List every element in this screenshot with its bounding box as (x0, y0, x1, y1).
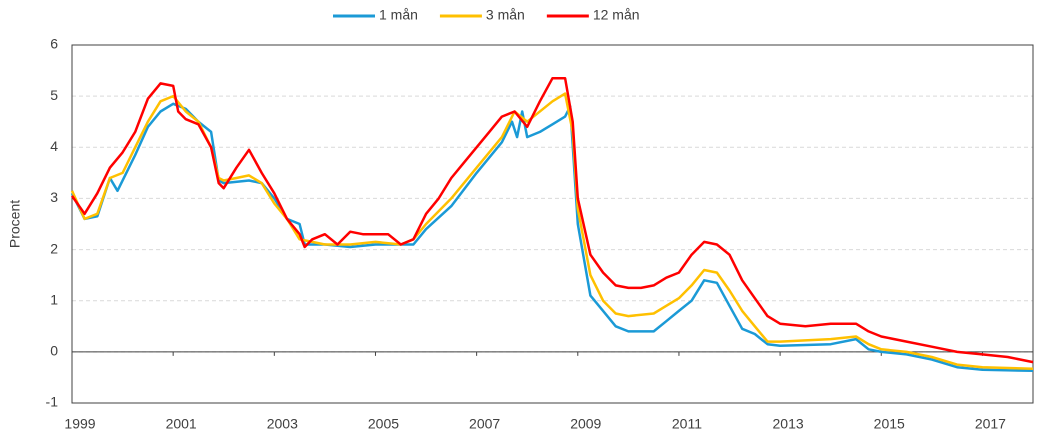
y-tick-label: 5 (50, 87, 58, 103)
x-tick-label: 2007 (469, 416, 500, 432)
y-tick-label: 0 (50, 343, 58, 359)
legend-label: 12 mån (593, 7, 640, 23)
y-tick-label: -1 (46, 394, 59, 410)
x-tick-label: 2009 (570, 416, 601, 432)
x-tick-label: 2003 (267, 416, 298, 432)
x-tick-label: 2011 (672, 416, 702, 432)
legend-label: 1 mån (379, 7, 418, 23)
y-tick-label: 1 (50, 291, 58, 307)
y-tick-label: 3 (50, 189, 58, 205)
y-tick-label: 6 (50, 36, 58, 52)
x-tick-label: 2001 (166, 416, 197, 432)
series-line (70, 76, 1034, 364)
y-axis-label: Procent (7, 200, 23, 248)
legend-label: 3 mån (486, 7, 525, 23)
series-line (70, 102, 1034, 373)
x-tick-label: 2005 (368, 416, 399, 432)
x-tick-label: 1999 (64, 416, 95, 432)
x-tick-label: 2015 (874, 416, 905, 432)
y-tick-label: 4 (50, 138, 58, 154)
plot-frame (71, 44, 1034, 404)
y-tick-label: 2 (50, 240, 58, 256)
series-line (70, 92, 1034, 370)
x-tick-label: 2017 (975, 416, 1006, 432)
x-tick-label: 2013 (773, 416, 804, 432)
